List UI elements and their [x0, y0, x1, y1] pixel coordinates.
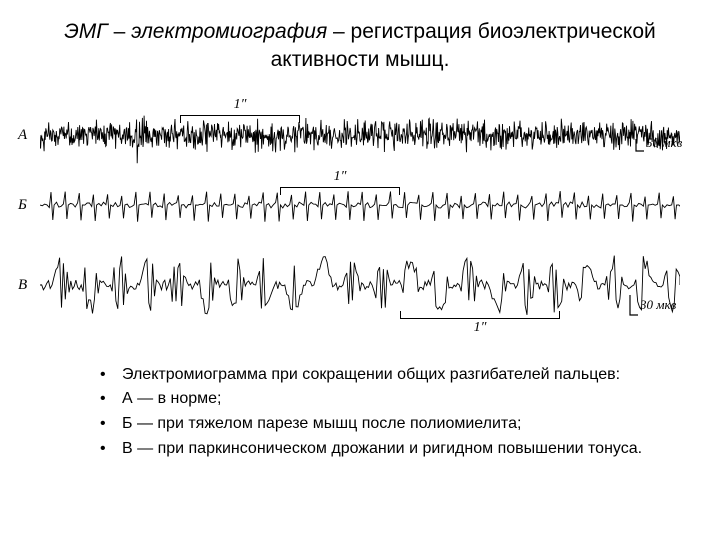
caption-item-3: В — при паркинсоническом дрожании и риги… — [100, 437, 680, 462]
page-title: ЭМГ – электромиография – регистрация био… — [40, 18, 680, 75]
scale-bar-50-label: 50 мкв — [646, 135, 682, 151]
time-marker-v-label: 1″ — [400, 320, 560, 336]
trace-label-v: В — [18, 277, 27, 294]
time-marker-a-bracket — [180, 115, 300, 123]
time-marker-b-bracket — [280, 187, 400, 195]
time-marker-b-label: 1″ — [280, 169, 400, 185]
caption-item-0: Электромиограмма при сокращении общих ра… — [100, 363, 680, 388]
time-marker-b: 1″ — [280, 169, 400, 195]
title-dash2: – — [333, 20, 351, 43]
scale-bar-30-label: 30 мкв — [640, 297, 676, 313]
time-marker-v-bracket — [400, 311, 560, 319]
title-expansion: электромиография — [131, 20, 327, 43]
trace-label-b: Б — [18, 197, 27, 214]
emg-svg — [40, 93, 680, 333]
time-marker-a-label: 1″ — [180, 97, 300, 113]
caption-item-2: Б — при тяжелом парезе мышц после полиом… — [100, 412, 680, 437]
scale-bar-50: 50 мкв — [634, 137, 690, 159]
title-dash1: – — [114, 20, 132, 43]
time-marker-a: 1″ — [180, 97, 300, 123]
title-rest: регистрация биоэлектрической активности … — [271, 20, 656, 71]
emg-chart: А Б В 1″ 1″ 1″ 50 мкв 30 мкв — [40, 93, 680, 333]
caption-item-1: А — в норме; — [100, 387, 680, 412]
title-abbr: ЭМГ — [64, 20, 108, 43]
time-marker-v: 1″ — [400, 311, 560, 336]
scale-bar-30: 30 мкв — [628, 293, 688, 323]
caption-list: Электромиограмма при сокращении общих ра… — [40, 363, 680, 462]
trace-label-a: А — [18, 127, 27, 144]
